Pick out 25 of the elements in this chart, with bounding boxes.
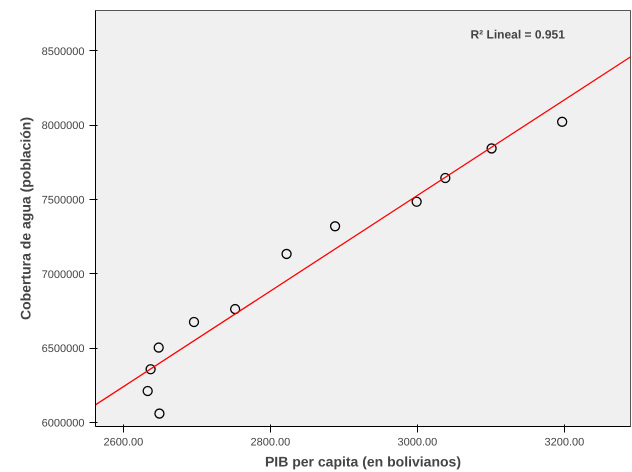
point (411, 196, 422, 207)
x-tick-label: 3200.00 (544, 436, 584, 448)
x-tick-label: 2800.00 (250, 436, 290, 448)
point (188, 316, 200, 328)
y-tick-label: 7000000 (42, 268, 85, 281)
x-tick-label: 2600.00 (104, 436, 144, 448)
annotation: R² Lineal = 0.951 (470, 28, 566, 42)
y-tick-label: 7500000 (42, 194, 85, 207)
x-tick-label: 3000.00 (398, 436, 438, 448)
y-axis-title: Cobertura de agua (población) (18, 116, 34, 320)
point (145, 364, 156, 374)
y-tick-label: 6000000 (42, 417, 85, 430)
point (557, 116, 568, 127)
y-tick-label: 8000000 (42, 120, 85, 132)
point (154, 408, 165, 419)
point (230, 304, 240, 314)
y-tick-label: 6500000 (42, 343, 85, 356)
point (154, 342, 164, 353)
point (330, 221, 340, 232)
y-tick-label: 8500000 (42, 46, 85, 58)
point (142, 386, 153, 396)
point (440, 172, 450, 184)
point (486, 143, 497, 154)
point (281, 248, 292, 260)
x-axis-title: PIB per capita (en bolivianos) (264, 454, 462, 470)
